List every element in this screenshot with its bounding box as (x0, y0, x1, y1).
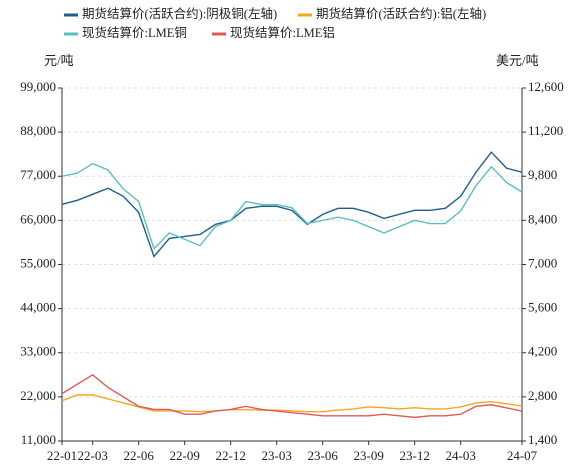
y-tick-label: 77,000 (20, 167, 56, 182)
y2-tick-label: 12,600 (528, 79, 564, 94)
x-tick-label: 22-01 (47, 448, 77, 463)
x-tick-label: 22-09 (169, 448, 199, 463)
x-tick-label: 22-06 (123, 448, 154, 463)
x-tick-label: 23-12 (399, 448, 429, 463)
y-tick-label: 22,000 (20, 388, 56, 403)
legend-label: 期货结算价(活跃合约):阴极铜(左轴) (82, 6, 277, 21)
legend-label: 期货结算价(活跃合约):铝(左轴) (316, 6, 486, 21)
y-tick-label: 99,000 (20, 79, 56, 94)
y2-tick-label: 1,400 (528, 432, 557, 447)
y2-tick-label: 9,800 (528, 167, 557, 182)
series-line (61, 162, 523, 251)
x-tick-label: 24-07 (507, 448, 538, 463)
x-tick-label: 24-03 (445, 448, 475, 463)
y-tick-label: 11,000 (21, 432, 56, 447)
series-line (61, 151, 523, 258)
y2-tick-label: 11,200 (528, 123, 563, 138)
y2-tick-label: 8,400 (528, 211, 557, 226)
y2-tick-label: 7,000 (528, 255, 557, 270)
y-tick-label: 66,000 (20, 211, 56, 226)
y-axis-title: 元/吨 (44, 53, 74, 68)
y-tick-label: 33,000 (20, 344, 56, 359)
x-tick-label: 23-03 (261, 448, 291, 463)
x-tick-label: 23-06 (307, 448, 338, 463)
y-tick-label: 88,000 (20, 123, 56, 138)
y2-tick-label: 5,600 (528, 300, 557, 315)
x-tick-label: 22-12 (215, 448, 245, 463)
legend-label: 现货结算价:LME铝 (230, 25, 335, 40)
series-line (61, 373, 523, 419)
y2-tick-label: 4,200 (528, 344, 557, 359)
x-tick-label: 23-09 (353, 448, 383, 463)
y-tick-label: 44,000 (20, 300, 56, 315)
x-tick-label: 22-03 (77, 448, 107, 463)
legend-label: 现货结算价:LME铜 (82, 25, 187, 40)
series-line (61, 394, 523, 413)
y2-tick-label: 2,800 (528, 388, 557, 403)
y-tick-label: 55,000 (20, 255, 56, 270)
y2-axis-title: 美元/吨 (496, 53, 539, 68)
